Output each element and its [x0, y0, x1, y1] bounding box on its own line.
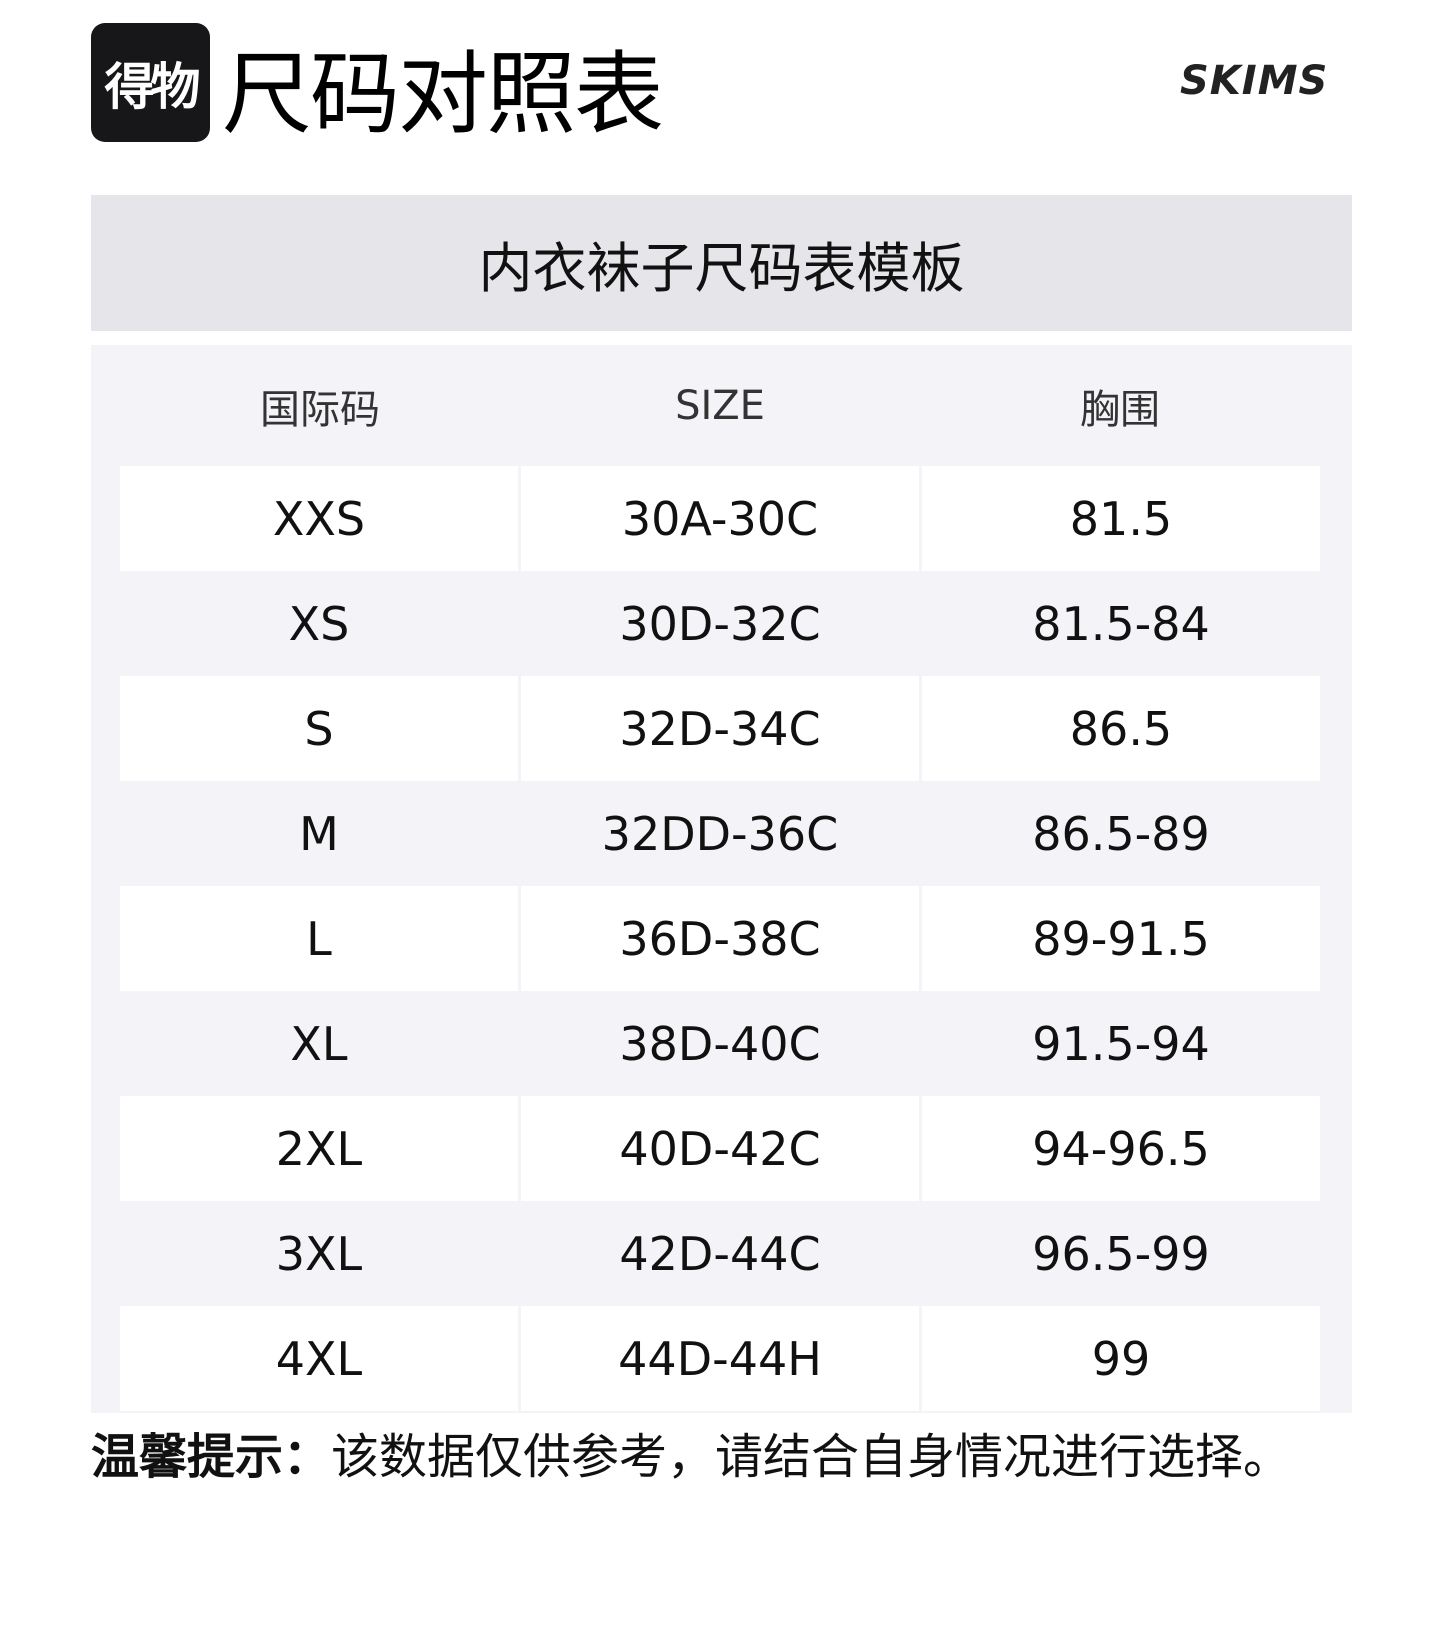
table-cell: XL [290, 1016, 348, 1071]
table-header: 国际码 SIZE 胸围 [120, 345, 1320, 466]
table-cell: S [120, 676, 518, 781]
table-cell: 32D-34C [521, 676, 919, 781]
table-cell: 30D-32C [619, 596, 821, 651]
page-title: 尺码对照表 [222, 42, 664, 147]
table-cell: 91.5-94 [1032, 1016, 1210, 1071]
table-cell: 89-91.5 [922, 886, 1320, 991]
table-row: S 32D-34C 86.5 [120, 676, 1320, 781]
footer-label: 温馨提示： [91, 1429, 332, 1485]
footer-note: 温馨提示：该数据仅供参考，请结合自身情况进行选择。 [91, 1425, 1291, 1489]
table-cell: 40D-42C [521, 1096, 919, 1201]
table-cell: 30A-30C [521, 466, 919, 571]
table-cell: XS [288, 596, 350, 651]
table-row: XS 30D-32C 81.5-84 [120, 571, 1320, 676]
column-header: 国际码 [260, 386, 380, 433]
table-cell: 86.5-89 [1032, 806, 1210, 861]
table-row: 4XL 44D-44H 99 [120, 1306, 1320, 1411]
column-header: 胸围 [1080, 386, 1160, 433]
table-row: XL 38D-40C 91.5-94 [120, 991, 1320, 1096]
size-table: 国际码 SIZE 胸围 XXS 30A-30C 81.5 XS 30D-32C 81.5-… [91, 345, 1352, 1413]
table-cell: 81.5 [922, 466, 1320, 571]
table-row: 3XL 42D-44C 96.5-99 [120, 1201, 1320, 1306]
table-cell: 36D-38C [521, 886, 919, 991]
dewu-logo: 得物 [91, 23, 210, 142]
footer-text: 该数据仅供参考，请结合自身情况进行选择。 [331, 1429, 1292, 1485]
table-cell: M [299, 806, 339, 861]
table-row: L 36D-38C 89-91.5 [120, 886, 1320, 991]
table-cell: 4XL [120, 1306, 518, 1411]
table-cell: 96.5-99 [1032, 1226, 1210, 1281]
table-row: 2XL 40D-42C 94-96.5 [120, 1096, 1320, 1201]
table-cell: XXS [120, 466, 518, 571]
table-cell: 44D-44H [521, 1306, 919, 1411]
table-cell: 99 [922, 1306, 1320, 1411]
table-row: M 32DD-36C 86.5-89 [120, 781, 1320, 886]
table-row: XXS 30A-30C 81.5 [120, 466, 1320, 571]
table-cell: 2XL [120, 1096, 518, 1201]
table-cell: 86.5 [922, 676, 1320, 781]
table-cell: 38D-40C [619, 1016, 821, 1071]
brand-logo: SKIMS [1180, 58, 1329, 104]
table-caption: 内衣袜子尺码表模板 [91, 195, 1352, 331]
column-header: SIZE [675, 382, 765, 429]
table-cell: 3XL [275, 1226, 363, 1281]
table-cell: L [120, 886, 518, 991]
table-cell: 94-96.5 [922, 1096, 1320, 1201]
table-cell: 42D-44C [619, 1226, 821, 1281]
table-cell: 32DD-36C [601, 806, 839, 861]
table-cell: 81.5-84 [1032, 596, 1210, 651]
